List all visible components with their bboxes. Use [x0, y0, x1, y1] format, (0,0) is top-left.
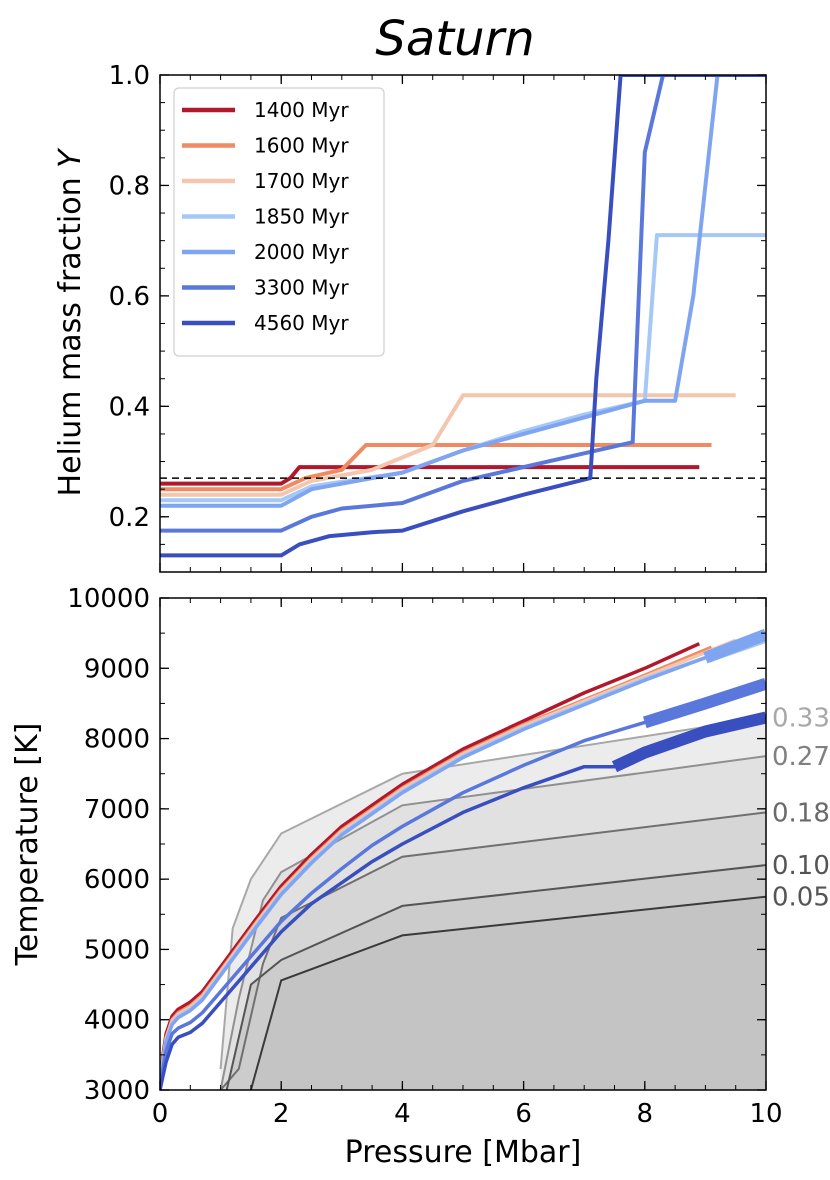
demix-curve-5 [249, 895, 766, 1090]
top-series-line-1 [160, 465, 700, 486]
top-series-line-3 [160, 393, 736, 497]
bottom-xtick-label-4: 8 [637, 1099, 654, 1129]
legend: 1400 Myr 1600 Myr 1700 Myr 1850 Myr 2000 Myr… [173, 87, 385, 357]
bottom-ytick-label-1: 4000 [84, 1006, 150, 1036]
bottom-ytick-label-2: 5000 [84, 935, 150, 965]
legend-label-1: 1400 Myr [254, 98, 349, 122]
temperature-profile-5 [160, 632, 766, 1090]
top-ytick-label-1: 0.4 [109, 392, 150, 422]
demix-label-2: 0.27 [772, 742, 830, 772]
top-series-line-2 [160, 443, 712, 492]
bottom-ytick-label-4: 7000 [84, 795, 150, 825]
bottom-xtick-label-0: 0 [152, 1099, 169, 1129]
top-ylabel: Helium mass fraction Y [53, 147, 88, 497]
demix-curve-4 [225, 864, 766, 1090]
top-ytick-label-4: 1.0 [109, 61, 150, 91]
temperature-profile-7 [160, 715, 766, 1090]
bottom-ticks: 0 2 4 6 8 10 3000 4000 5000 6000 7000 8000 9000 10000 [67, 584, 782, 1129]
temperature-profiles [160, 628, 766, 1090]
top-ytick-label-3: 0.8 [109, 171, 150, 201]
top-series-line-6 [160, 75, 766, 533]
bottom-xtick-label-3: 6 [515, 1099, 532, 1129]
bottom-ytick-label-5: 8000 [84, 725, 150, 755]
bottom-plot-frame [159, 597, 767, 1091]
top-series-line-7 [160, 75, 766, 558]
legend-label-6: 3300 Myr [254, 276, 349, 300]
bottom-xtick-label-2: 4 [394, 1099, 411, 1129]
top-ytick-label-0: 0.2 [109, 503, 150, 533]
bottom-xlabel: Pressure [Mbar] [345, 1135, 582, 1170]
bottom-xtick-label-1: 2 [273, 1099, 290, 1129]
figure-title: Saturn [375, 11, 534, 67]
bottom-panel: 0.33 0.27 0.18 0.100.05 0 2 4 6 8 10 3000 4000 5000… [10, 584, 830, 1170]
top-ylabel-text: Helium mass fraction [53, 177, 88, 496]
legend-label-4: 1850 Myr [254, 205, 349, 229]
legend-label-3: 1700 Myr [254, 169, 349, 193]
bottom-ytick-label-0: 3000 [84, 1076, 150, 1106]
temperature-profile-6 [160, 682, 766, 1090]
temperature-profile-thick-6 [643, 677, 766, 729]
demix-region-5 [250, 896, 766, 1090]
legend-label-2: 1600 Myr [254, 134, 349, 158]
top-plot-frame [159, 74, 767, 573]
temperature-profile-thick-5 [703, 628, 766, 664]
bottom-ytick-label-7: 10000 [67, 584, 150, 614]
temperature-profile-thick-7 [611, 711, 766, 773]
legend-label-7: 4560 Myr [254, 311, 349, 335]
legend-label-5: 2000 Myr [254, 240, 349, 264]
demixing-regions [219, 716, 766, 1090]
top-panel: 0.2 0.4 0.6 0.8 1.0 Helium mass fraction Y 1… [53, 61, 767, 573]
top-series-lines [160, 75, 766, 558]
bottom-xtick-label-5: 10 [749, 1099, 782, 1129]
demix-label-4: 0.10 [772, 851, 830, 881]
bottom-ytick-label-6: 9000 [84, 654, 150, 684]
demix-curve-labels: 0.33 0.27 0.18 0.100.05 [772, 703, 830, 912]
top-series-line-5 [160, 75, 766, 508]
demix-label-3: 0.18 [772, 798, 830, 828]
temperature-profile-1 [160, 642, 701, 1090]
bottom-ylabel: Temperature [K] [10, 723, 45, 967]
demix-curve-2 [219, 755, 766, 1090]
demix-label-1: 0.33 [772, 703, 830, 733]
top-ytick-label-2: 0.6 [109, 282, 150, 312]
bottom-ytick-label-3: 6000 [84, 865, 150, 895]
demix-label-5: 0.05 [772, 883, 830, 913]
top-ylabel-symbol: Y [53, 147, 88, 168]
